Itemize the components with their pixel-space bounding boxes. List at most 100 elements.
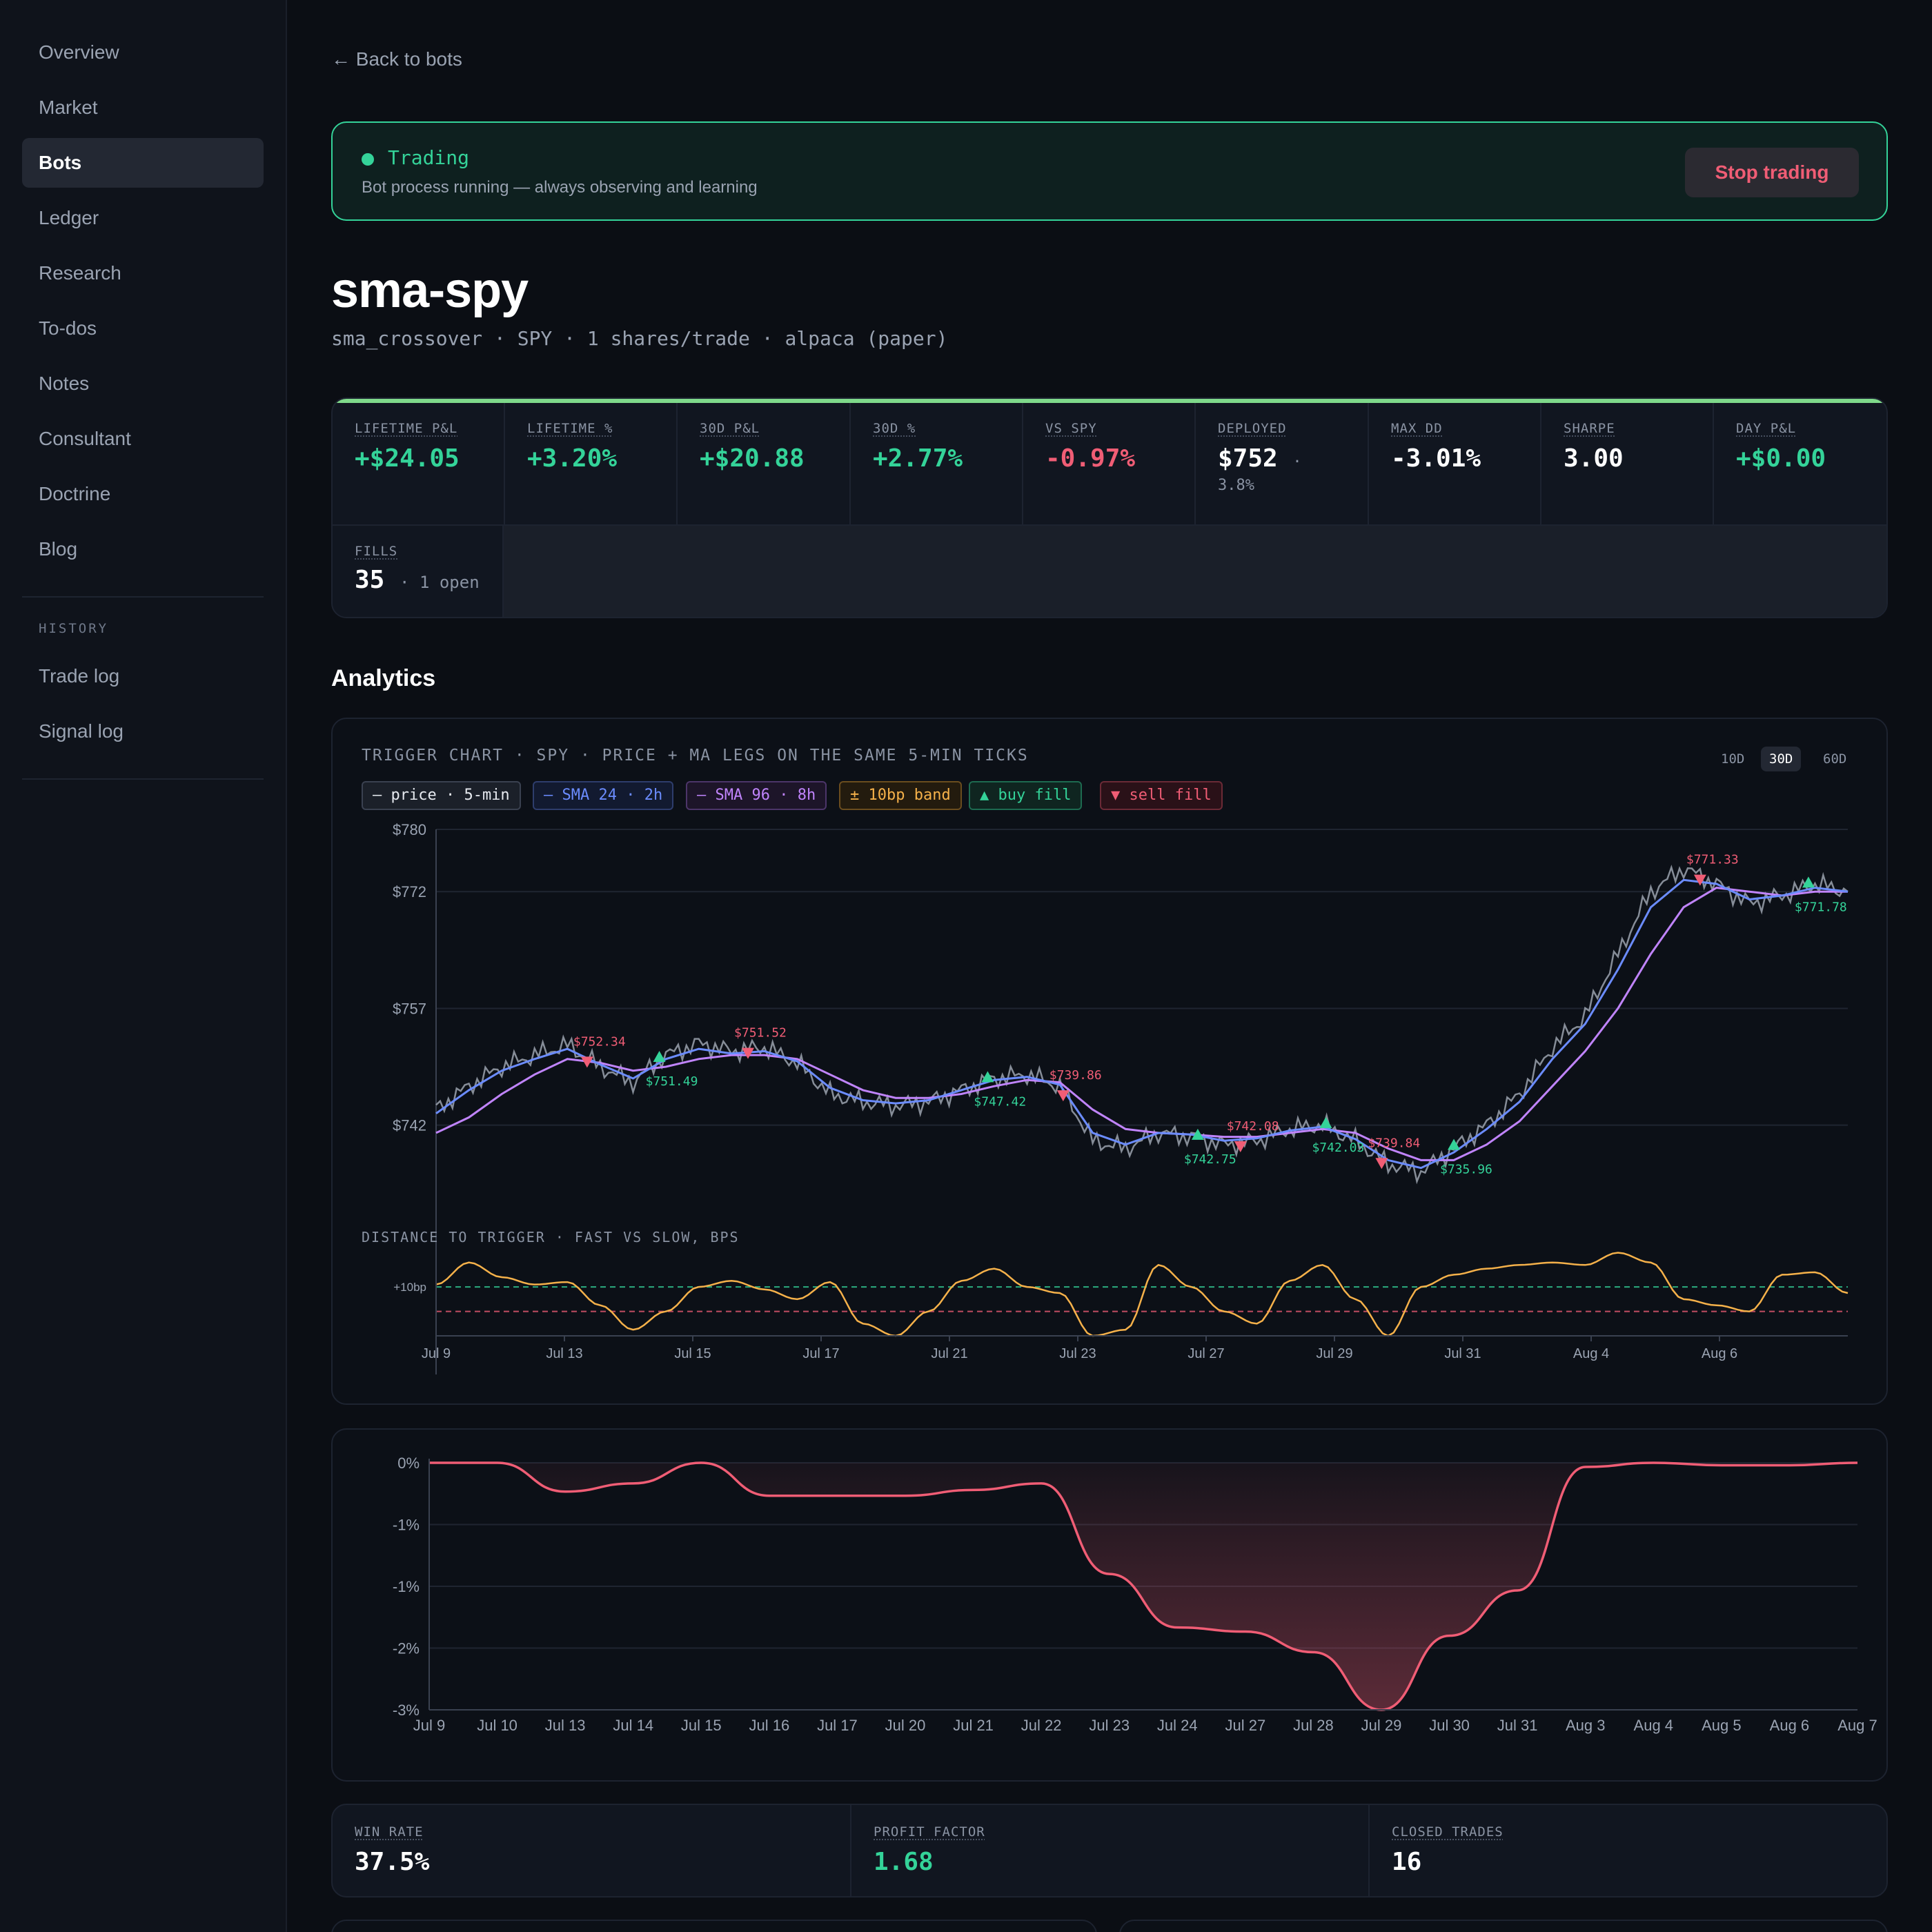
stats-panel: LIFETIME P&L +$24.05 LIFETIME % +3.20% 3…: [331, 397, 1888, 618]
sell-fill-marker: [1693, 874, 1706, 886]
stat-day-pnl: DAY P&L +$0.00: [1714, 403, 1886, 524]
fill-price-label: $771.33: [1686, 853, 1739, 867]
status-title: Trading: [388, 146, 470, 169]
fill-price-label: $752.34: [573, 1034, 626, 1049]
x-tick-label: Jul 16: [749, 1717, 789, 1734]
fill-price-label: $739.84: [1368, 1136, 1420, 1150]
y-tick-label: $772: [393, 883, 426, 900]
legend-buy-fill[interactable]: ▲ buy fill: [969, 781, 1083, 810]
sell-fill-marker: [1234, 1141, 1247, 1153]
fill-price-label: $742.03: [1312, 1141, 1364, 1155]
sidebar-item-todos[interactable]: To-dos: [39, 317, 97, 339]
range-60d-button[interactable]: 60D: [1823, 751, 1847, 767]
sidebar-item-signal-log[interactable]: Signal log: [39, 720, 124, 742]
stat-label: SHARPE: [1564, 421, 1615, 436]
fill-price-label: $735.96: [1440, 1162, 1492, 1176]
summary-profit-factor: PROFIT FACTOR 1.68: [851, 1805, 1370, 1896]
drawdown-chart-card: 0% -1% -1% -2% -3% Jul 9 Jul 10 Jul 13 Jul 14 Jul…: [331, 1428, 1888, 1782]
legend-band[interactable]: ± 10bp band: [839, 781, 962, 810]
legend-sma-24[interactable]: — SMA 24 · 2h: [533, 781, 674, 810]
trigger-chart-svg[interactable]: $780 $772 $757 $742 $752.34 $751.49 $751.52 $7…: [333, 719, 1889, 1406]
x-tick-label: Jul 17: [817, 1717, 858, 1734]
stat-value: +$0.00: [1736, 444, 1826, 473]
sidebar-item-ledger[interactable]: Ledger: [39, 207, 99, 228]
sidebar-item-blog[interactable]: Blog: [39, 538, 78, 560]
stat-value: 1.68: [874, 1848, 934, 1876]
stat-30d-pnl: 30D P&L +$20.88: [678, 403, 851, 524]
stat-label: PROFIT FACTOR: [874, 1824, 985, 1840]
stop-trading-button[interactable]: Stop trading: [1685, 148, 1859, 197]
stat-vs-spy: VS SPY -0.97%: [1023, 403, 1196, 524]
x-tick-label: Aug 6: [1702, 1346, 1737, 1361]
summary-win-rate: WIN RATE 37.5%: [333, 1805, 851, 1896]
x-tick-label: Jul 20: [885, 1717, 926, 1734]
summary-closed-trades: CLOSED TRADES 16: [1370, 1805, 1886, 1896]
stat-value: 16: [1392, 1848, 1422, 1876]
x-tick-label: Jul 15: [681, 1717, 722, 1734]
x-tick-label: Aug 4: [1634, 1717, 1674, 1734]
stat-value: $752 ·: [1218, 444, 1368, 473]
legend-sell-fill[interactable]: ▼ sell fill: [1100, 781, 1223, 810]
drawdown-line: [428, 1461, 1858, 1711]
legend-sma-96[interactable]: — SMA 96 · 8h: [686, 781, 827, 810]
stat-label: 30D P&L: [700, 421, 760, 436]
stat-label: VS SPY: [1045, 421, 1097, 436]
sidebar-item-research[interactable]: Research: [39, 262, 121, 284]
stat-label: MAX DD: [1391, 421, 1443, 436]
buy-fill-marker: [981, 1071, 994, 1083]
stat-separator: ·: [1292, 453, 1302, 471]
legend-price[interactable]: — price · 5-min: [362, 781, 521, 810]
stat-value: +2.77%: [873, 444, 963, 473]
fills-count: 35: [355, 566, 385, 594]
stat-label: 30D %: [873, 421, 916, 436]
x-tick-label: Jul 21: [931, 1346, 967, 1361]
stat-label: WIN RATE: [355, 1824, 424, 1840]
buy-fill-marker: [1802, 876, 1815, 888]
x-tick-label: Jul 21: [953, 1717, 994, 1734]
sidebar-item-consultant[interactable]: Consultant: [39, 428, 131, 449]
x-tick-label: Jul 9: [422, 1346, 451, 1361]
range-30d-button[interactable]: 30D: [1761, 747, 1802, 771]
sidebar-item-overview[interactable]: Overview: [39, 41, 119, 63]
sell-fill-marker: [1375, 1158, 1388, 1170]
lower-card-right: [1119, 1920, 1888, 1932]
y-tick-label: $780: [393, 821, 426, 838]
x-tick-label: Jul 17: [802, 1346, 839, 1361]
sidebar-item-doctrine[interactable]: Doctrine: [39, 483, 111, 504]
x-tick-label: Jul 31: [1497, 1717, 1538, 1734]
stat-label: DEPLOYED: [1218, 421, 1287, 436]
stat-extra: 3.8%: [1218, 477, 1254, 494]
fill-price-label: $751.49: [646, 1074, 698, 1089]
buy-fill-marker: [653, 1051, 666, 1063]
sidebar-item-market[interactable]: Market: [39, 97, 98, 118]
x-tick-label: Jul 13: [545, 1717, 586, 1734]
sidebar-item-bots[interactable]: Bots: [22, 138, 264, 188]
fill-price-label: $751.52: [734, 1026, 787, 1041]
buy-fill-marker: [1319, 1116, 1332, 1128]
x-tick-label: Aug 7: [1837, 1717, 1877, 1734]
drawdown-chart-svg[interactable]: 0% -1% -1% -2% -3%Jul 9 Jul 10 Jul 13 Jul 14 Jul…: [333, 1430, 1889, 1783]
x-tick-label: Jul 24: [1157, 1717, 1198, 1734]
summary-panel: WIN RATE 37.5% PROFIT FACTOR 1.68 CLOSED…: [331, 1804, 1888, 1897]
range-10d-button[interactable]: 10D: [1721, 751, 1745, 767]
lower-card-left: [331, 1920, 1097, 1932]
distance-series-line: [435, 1252, 1849, 1337]
stat-value: +3.20%: [527, 444, 618, 473]
sidebar-divider: [22, 596, 264, 598]
x-tick-label: Jul 22: [1021, 1717, 1062, 1734]
x-tick-label: Jul 23: [1089, 1717, 1130, 1734]
drawdown-area: [429, 1463, 1857, 1710]
subchart-tick-label: +10bp: [393, 1281, 426, 1294]
page-title: sma-spy: [331, 263, 529, 318]
sidebar-item-notes[interactable]: Notes: [39, 373, 90, 394]
fills-open: · 1 open: [400, 573, 480, 592]
x-tick-label: Aug 5: [1702, 1717, 1742, 1734]
status-banner: Trading Bot process running — always obs…: [331, 121, 1888, 221]
x-tick-label: Jul 10: [477, 1717, 518, 1734]
subchart-title: DISTANCE TO TRIGGER · FAST VS SLOW, BPS: [362, 1229, 740, 1245]
stat-fills: FILLS 35 · 1 open: [333, 526, 504, 617]
back-to-bots-link[interactable]: ← Back to bots: [331, 48, 462, 70]
stat-value: +$20.88: [700, 444, 805, 473]
sidebar-item-trade-log[interactable]: Trade log: [39, 665, 120, 687]
fill-price-label: $742.08: [1227, 1119, 1279, 1134]
